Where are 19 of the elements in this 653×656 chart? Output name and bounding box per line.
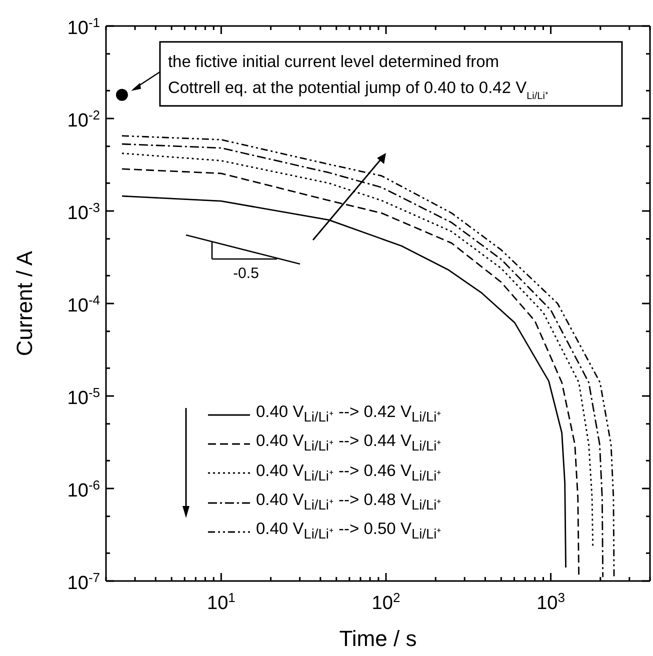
y-tick-label: 10$^{-5}$ xyxy=(67,384,100,409)
annotation: the fictive initial current level determined from Cottrell eq. at the potential jump of 0.40 to 0.42 V$_{Li/Li⁺}$ xyxy=(168,52,549,102)
y-axis-title: Current / A xyxy=(12,250,37,356)
legend-label: 0.40 V$_{Li/Li⁺}$ --> 0.44 V$_{Li/Li⁺}$ xyxy=(256,431,442,456)
y-tick-label: 10$^{-4}$ xyxy=(67,292,100,316)
y-tick-label: 10$^{-3}$ xyxy=(67,200,100,224)
legend-label: 0.40 V$_{Li/Li⁺}$ --> 0.42 V$_{Li/Li⁺}$ xyxy=(256,402,442,426)
y-tick-label: 10$^{-7}$ xyxy=(67,570,100,594)
y-tick-label: 10$^{-2}$ xyxy=(67,107,100,132)
y-tick-label: 10$^{-6}$ xyxy=(67,477,100,502)
x-tick-label: 10$^{3}$ xyxy=(536,590,565,614)
annotation: -0.5 xyxy=(233,265,259,282)
legend-label: 0.40 V$_{Li/Li⁺}$ --> 0.46 V$_{Li/Li⁺}$ xyxy=(256,460,442,485)
x-tick-label: 10$^{1}$ xyxy=(207,590,236,614)
legend-label: 0.40 V$_{Li/Li⁺}$ --> 0.50 V$_{Li/Li⁺}$ xyxy=(256,519,442,544)
y-tick-label: 10$^{-1}$ xyxy=(67,14,100,39)
x-tick-label: 10$^{2}$ xyxy=(372,590,400,614)
legend-label: 0.40 V$_{Li/Li⁺}$ --> 0.48 V$_{Li/Li⁺}$ xyxy=(256,490,442,514)
x-axis-title: Time / s xyxy=(339,626,417,651)
